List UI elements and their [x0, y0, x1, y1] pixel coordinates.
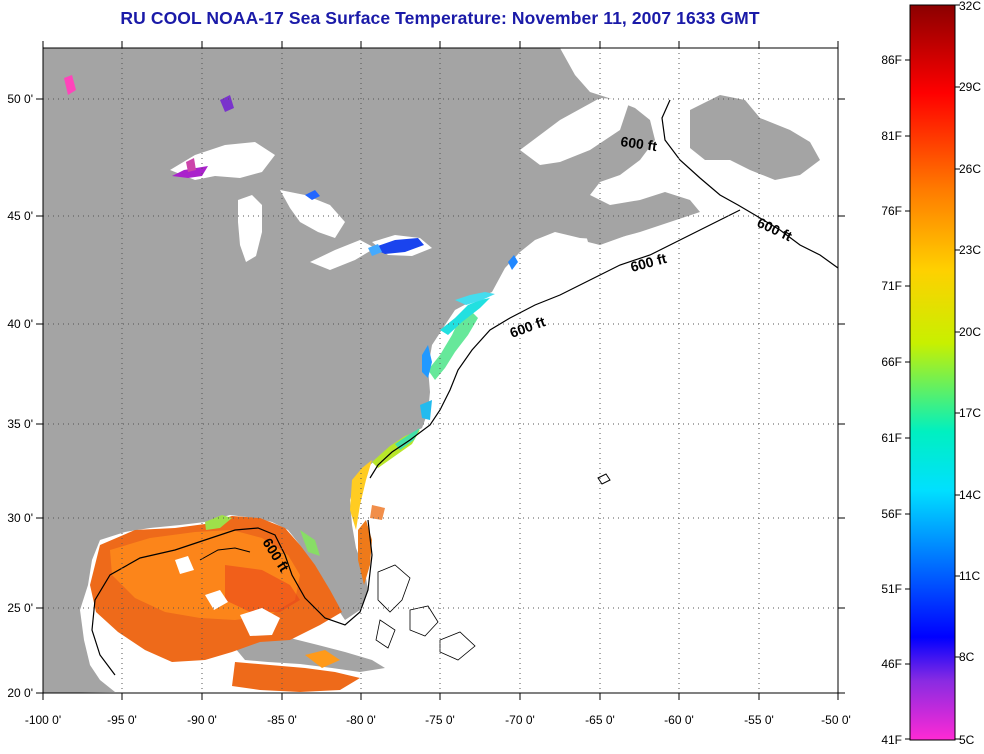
colorbar-f-label: 66F [881, 355, 902, 369]
colorbar-c-label: 8C [959, 650, 975, 664]
lon-label: -55 0' [744, 713, 774, 727]
sst-lake-superior-east [186, 158, 196, 172]
lake-erie [310, 240, 375, 270]
sst-midatlantic-cool [440, 298, 490, 335]
map-title: RU COOL NOAA-17 Sea Surface Temperature:… [120, 8, 760, 28]
isobath-line [661, 99, 838, 269]
sst-cuba-north [305, 650, 340, 668]
colorbar-f-label: 76F [881, 204, 902, 218]
colorbar-f-label: 71F [881, 279, 902, 293]
sst-chesapeake-mouth [420, 400, 432, 420]
colorbar-c-label: 5C [959, 733, 975, 747]
sst-newengland [455, 292, 495, 305]
lake-huron [280, 190, 345, 238]
sst-caribbean [232, 662, 360, 692]
sst-chesapeake [422, 345, 432, 378]
longitude-axis [42, 41, 839, 700]
lon-label: -50 0' [821, 713, 851, 727]
colorbar-f-label: 86F [881, 53, 902, 67]
sst-carolina-nearshore [395, 428, 420, 450]
sst-lake-erie-west [368, 244, 382, 256]
lon-label: -95 0' [107, 713, 137, 727]
colorbar-c-label: 26C [959, 162, 981, 176]
cloud-patch [175, 556, 194, 574]
colorbar-ticks [905, 4, 960, 740]
lat-label: 40 0' [7, 317, 33, 331]
cloud-patch [240, 608, 280, 636]
latitude-axis [36, 98, 845, 694]
land-mass [43, 48, 700, 693]
sst-gulf-hot [225, 565, 300, 612]
nova-scotia [585, 205, 668, 245]
lake-michigan [238, 195, 262, 262]
lon-label: -75 0' [425, 713, 455, 727]
lon-label: -70 0' [505, 713, 535, 727]
isobath-line [91, 519, 373, 676]
lon-label: -65 0' [585, 713, 615, 727]
sst-lake-huron [305, 190, 320, 200]
bermuda [597, 473, 611, 485]
newfoundland [690, 95, 820, 180]
colorbar-f-label: 41F [881, 733, 902, 747]
lon-label: -80 0' [346, 713, 376, 727]
lat-label: 35 0' [7, 417, 33, 431]
sst-gulf-coast [205, 515, 232, 530]
colorbar-c-label: 20C [959, 325, 981, 339]
lat-label: 25 0' [7, 601, 33, 615]
bahamas-banks [375, 564, 476, 661]
colorbar-f-label: 56F [881, 507, 902, 521]
colorbar-f-label: 46F [881, 657, 902, 671]
sst-midatlantic [428, 310, 478, 380]
lon-label: -85 0' [267, 713, 297, 727]
colorbar-c-label: 11C [959, 569, 980, 583]
colorbar [909, 4, 956, 741]
colorbar-c-label: 17C [959, 406, 981, 420]
colorbar-c-label: 14C [959, 488, 981, 502]
lon-label: -100 0' [25, 713, 61, 727]
colorbar-f-label: 61F [881, 431, 902, 445]
lat-label: 45 0' [7, 209, 33, 223]
lat-label: 50 0' [7, 92, 33, 106]
sst-lake-erie [372, 238, 424, 254]
lon-label: -90 0' [187, 713, 217, 727]
cloud-patch [205, 590, 228, 610]
colorbar-c-label: 29C [959, 80, 981, 94]
isobath-line [199, 547, 251, 561]
colorbar-f-label: 51F [881, 582, 902, 596]
isobath-label: 600 ft [620, 133, 659, 154]
st-lawrence-gulf [520, 98, 630, 165]
lat-label: 30 0' [7, 511, 33, 525]
sst-lake-superior [172, 166, 208, 178]
isobath-line [369, 209, 741, 479]
sst-florida-coast [350, 460, 372, 530]
sst-gulf-maine [508, 255, 518, 270]
lon-label: -60 0' [664, 713, 694, 727]
sst-gulf-coast [300, 530, 320, 556]
colorbar-c-label: 32C [959, 0, 981, 13]
sst-gulf-stream-offshore [370, 505, 385, 520]
lat-label: 20 0' [7, 686, 33, 700]
colorbar-f-label: 81F [881, 129, 902, 143]
sst-lake-winnipeg [64, 75, 76, 95]
colorbar-c-label: 23C [959, 243, 981, 257]
